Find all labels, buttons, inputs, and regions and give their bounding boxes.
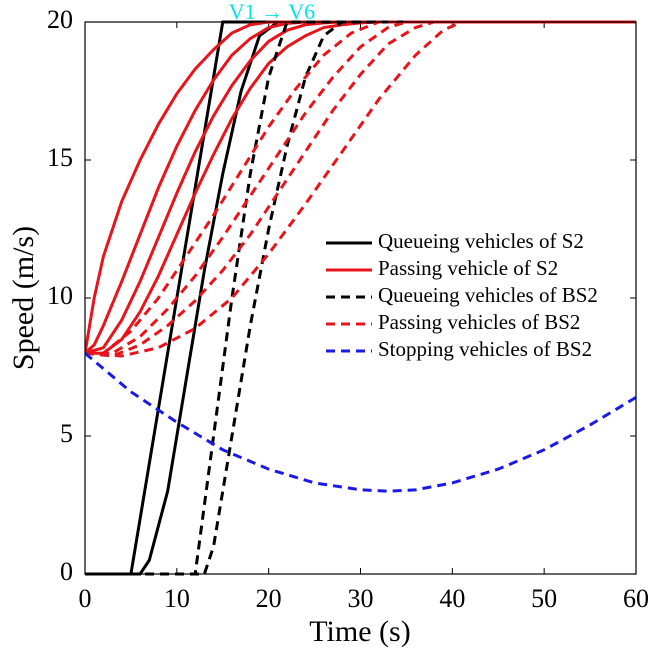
- data-line: [85, 20, 636, 576]
- data-line: [85, 20, 636, 576]
- y-tick-label: 20: [47, 5, 73, 34]
- x-tick-label: 60: [623, 584, 649, 613]
- x-tick-label: 40: [439, 584, 465, 613]
- legend-label: Passing vehicles of BS2: [378, 310, 580, 334]
- x-tick-label: 50: [531, 584, 557, 613]
- data-line: [85, 20, 636, 355]
- plot-frame: [84, 21, 637, 575]
- legend-label: Queueing vehicles of BS2: [378, 283, 598, 307]
- data-line: [85, 20, 636, 576]
- y-tick-label: 0: [60, 557, 73, 586]
- y-tick-label: 15: [47, 143, 73, 172]
- legend-label: Queueing vehicles of S2: [378, 229, 584, 253]
- x-axis-label: Time (s): [309, 615, 410, 648]
- data-line: [85, 20, 636, 355]
- x-tick-label: 10: [164, 584, 190, 613]
- x-tick-label: 0: [79, 584, 92, 613]
- data-line: [85, 20, 636, 355]
- data-line: [85, 20, 636, 355]
- legend-label: Stopping vehicles of BS2: [378, 337, 592, 361]
- y-tick-label: 10: [47, 281, 73, 310]
- y-tick-label: 5: [60, 419, 73, 448]
- y-axis-label: Speed (m/s): [7, 226, 40, 370]
- data-line: [85, 352, 636, 493]
- data-line: [85, 20, 636, 355]
- data-line: [85, 20, 636, 358]
- annotation: V1 → V6: [229, 0, 315, 24]
- legend-label: Passing vehicle of S2: [378, 256, 558, 280]
- x-tick-label: 20: [256, 584, 282, 613]
- x-tick-label: 30: [348, 584, 374, 613]
- data-line: [85, 20, 636, 354]
